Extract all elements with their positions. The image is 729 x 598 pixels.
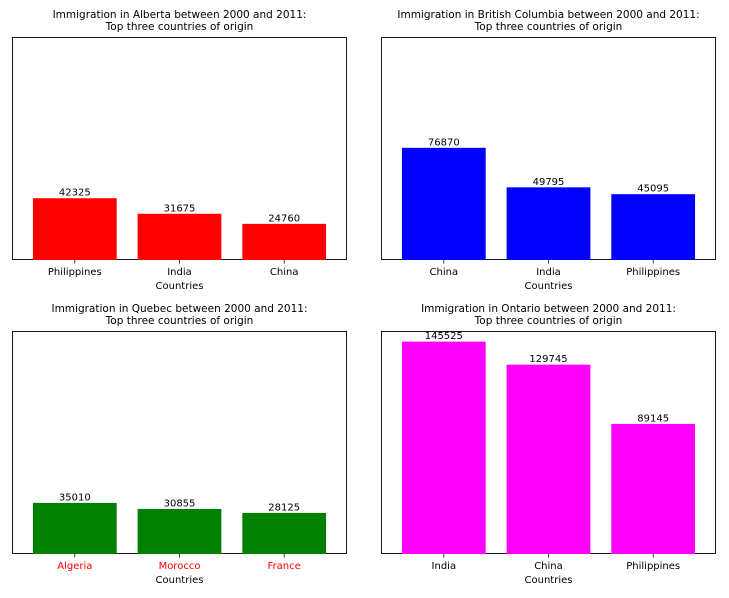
- chart-title-line: Top three countries of origin: [474, 21, 623, 33]
- x-tick-label: Philippines: [626, 561, 680, 572]
- x-tick-label: China: [270, 267, 299, 278]
- bar-philippines: [32, 198, 117, 260]
- chart-title-line: Immigration in British Columbia between …: [397, 9, 699, 21]
- bar-philippines: [611, 194, 696, 260]
- data-label: 42325: [59, 188, 91, 199]
- chart-title-line: Top three countries of origin: [474, 315, 623, 327]
- chart-panel-4: Immigration in Ontario between 2000 and …: [381, 303, 716, 586]
- bar-china: [401, 147, 486, 260]
- data-label: 89145: [637, 413, 669, 424]
- x-axis-label: Countries: [525, 281, 573, 292]
- x-tick-label: Morocco: [159, 561, 201, 572]
- bar-india: [506, 187, 591, 260]
- x-tick-label: Algeria: [57, 561, 92, 572]
- data-label: 31675: [164, 203, 196, 214]
- data-label: 129745: [529, 354, 567, 365]
- data-label: 145525: [425, 331, 463, 342]
- chart-title-line: Immigration in Quebec between 2000 and 2…: [51, 303, 307, 315]
- bar-france: [242, 512, 327, 554]
- data-label: 76870: [428, 137, 460, 148]
- data-label: 30855: [164, 498, 196, 509]
- chart-title-line: Top three countries of origin: [105, 21, 254, 33]
- chart-panel-1: Immigration in Alberta between 2000 and …: [12, 9, 347, 292]
- chart-title-line: Immigration in Ontario between 2000 and …: [421, 303, 676, 315]
- chart-title-line: Immigration in Alberta between 2000 and …: [53, 9, 307, 21]
- bar-india: [137, 213, 222, 260]
- bar-philippines: [611, 423, 696, 554]
- chart-title-line: Top three countries of origin: [105, 315, 254, 327]
- data-label: 28125: [268, 502, 300, 513]
- bar-china: [242, 223, 327, 260]
- chart-panel-2: Immigration in British Columbia between …: [381, 9, 716, 292]
- bar-algeria: [32, 502, 117, 554]
- x-tick-label: France: [268, 561, 301, 572]
- x-axis-label: Countries: [156, 281, 204, 292]
- x-tick-label: China: [430, 267, 459, 278]
- data-label: 49795: [533, 177, 565, 188]
- x-tick-label: India: [432, 561, 457, 572]
- bar-morocco: [137, 508, 222, 554]
- x-tick-label: Philippines: [48, 267, 102, 278]
- x-tick-label: India: [167, 267, 192, 278]
- bar-china: [506, 364, 591, 554]
- bar-india: [401, 341, 486, 554]
- data-label: 35010: [59, 492, 91, 503]
- chart-panel-3: Immigration in Quebec between 2000 and 2…: [12, 303, 347, 586]
- x-axis-label: Countries: [525, 575, 573, 586]
- x-tick-label: Philippines: [626, 267, 680, 278]
- data-label: 24760: [268, 213, 300, 224]
- data-label: 45095: [637, 184, 669, 195]
- x-axis-label: Countries: [156, 575, 204, 586]
- x-tick-label: India: [536, 267, 561, 278]
- x-tick-label: China: [534, 561, 563, 572]
